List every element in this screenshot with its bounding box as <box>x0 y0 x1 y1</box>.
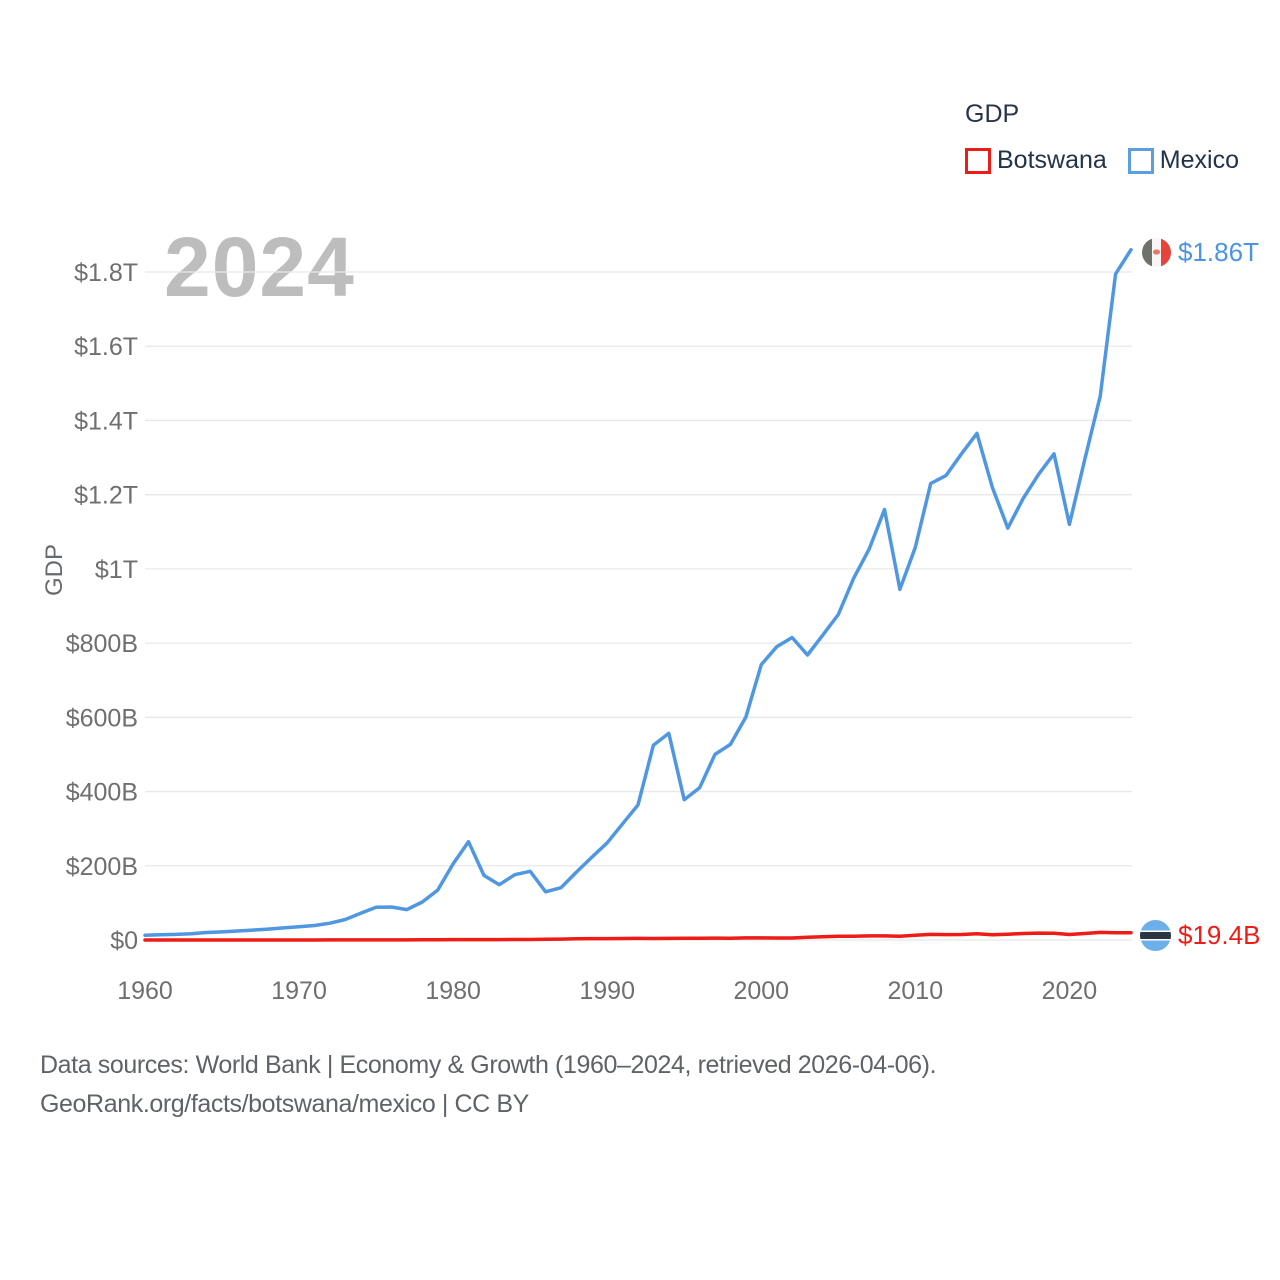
y-tick-label: $1.2T <box>74 482 138 510</box>
footer: Data sources: World Bank | Economy & Gro… <box>40 1046 937 1124</box>
mexico-end-label: $1.86T <box>1142 237 1259 268</box>
legend-label-mexico: Mexico <box>1159 146 1239 174</box>
y-tick-label: $0 <box>110 927 138 955</box>
y-tick-label: $400B <box>66 779 138 807</box>
botswana-swatch-icon <box>965 147 991 174</box>
y-tick-label: $800B <box>66 630 138 658</box>
botswana-end-value: $19.4B <box>1178 920 1261 950</box>
y-tick-label: $1T <box>95 556 138 584</box>
legend-item-mexico[interactable]: Mexico <box>1127 146 1239 175</box>
botswana-end-label: $19.4B <box>1140 920 1260 951</box>
legend-label-botswana: Botswana <box>997 146 1107 174</box>
y-tick-label: $1.8T <box>74 259 138 287</box>
legend-title: GDP <box>965 100 1020 128</box>
x-tick-label: 2010 <box>888 977 944 1005</box>
botswana-line[interactable] <box>143 930 1133 942</box>
mexico-line[interactable] <box>143 247 1133 937</box>
legend: GDP Botswana Mexico <box>965 100 1239 175</box>
x-tick-label: 1960 <box>117 977 173 1005</box>
legend-item-botswana[interactable]: Botswana <box>965 146 1107 175</box>
attribution-line: GeoRank.org/facts/botswana/mexico | CC B… <box>40 1090 529 1118</box>
x-tick-label: 2000 <box>733 977 789 1005</box>
botswana-flag-icon <box>1140 920 1171 951</box>
data-sources-line: Data sources: World Bank | Economy & Gro… <box>40 1051 937 1079</box>
x-tick-label: 1970 <box>271 977 327 1005</box>
legend-items: Botswana Mexico <box>965 146 1239 175</box>
mexico-flag-icon <box>1142 238 1171 267</box>
x-tick-label: 1980 <box>425 977 481 1005</box>
y-tick-label: $200B <box>66 853 138 881</box>
mexico-swatch-icon <box>1127 147 1154 174</box>
y-tick-label: $600B <box>66 704 138 732</box>
watermark-year: 2024 <box>164 220 355 314</box>
x-tick-label: 2020 <box>1042 977 1098 1005</box>
x-tick-label: 1990 <box>579 977 635 1005</box>
y-tick-label: $1.6T <box>74 333 138 361</box>
mexico-end-value: $1.86T <box>1178 237 1259 267</box>
y-tick-label: $1.4T <box>74 407 138 435</box>
